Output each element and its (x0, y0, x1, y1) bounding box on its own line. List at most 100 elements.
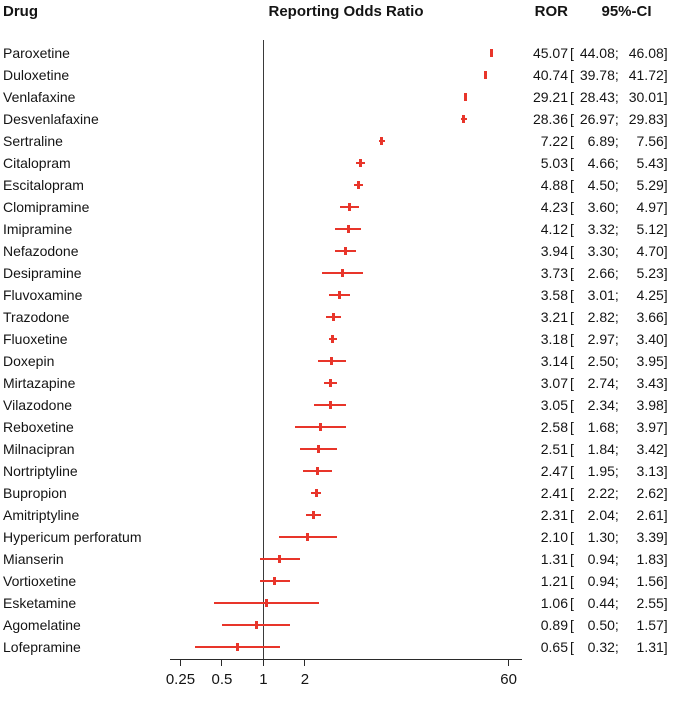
drug-label: Vilazodone (3, 397, 73, 413)
ci-value: [3.60; 4.97] (568, 196, 685, 218)
ci-value: [1.84; 3.42] (568, 438, 685, 460)
drug-label: Desipramine (3, 265, 82, 281)
ci-upper-value: 3.42 (636, 441, 664, 457)
table-row: Escitalopram 4.88 [4.50; 5.29] (0, 174, 685, 196)
ci-open-bracket: [ (570, 287, 574, 303)
ci-upper-value: 2.55 (636, 595, 664, 611)
ci-lower-value: 0.32 (587, 639, 615, 655)
table-row: Esketamine 1.06 [0.44; 2.55] (0, 592, 685, 614)
ci-open-bracket: [ (570, 485, 574, 501)
drug-label: Lofepramine (3, 639, 81, 655)
ci-upper-value: 41.72 (628, 67, 664, 83)
ci-upper-value: 3.39 (636, 529, 664, 545)
point-estimate-marker (278, 555, 282, 563)
table-row: Lofepramine 0.65 [0.32; 1.31] (0, 636, 685, 658)
ci-open-bracket: [ (570, 397, 574, 413)
table-row: Hypericum perforatum 2.10 [1.30; 3.39] (0, 526, 685, 548)
ci-separator: ; (614, 111, 619, 127)
ci-separator: ; (614, 67, 619, 83)
point-estimate-marker (273, 577, 277, 585)
ror-value: 0.89 (540, 617, 568, 633)
drug-label: Mirtazapine (3, 375, 76, 391)
ci-lower-value: 2.34 (587, 397, 615, 413)
point-estimate-marker (316, 467, 320, 475)
ci-lower-value: 4.66 (587, 155, 615, 171)
drug-label: Desvenlafaxine (3, 111, 99, 127)
point-estimate-marker (483, 71, 487, 79)
ci-value: [3.30; 4.70] (568, 240, 685, 262)
point-estimate-marker (338, 291, 342, 299)
ci-upper-value: 29.83 (628, 111, 664, 127)
ror-value: 2.41 (540, 485, 568, 501)
ror-value: 2.47 (540, 463, 568, 479)
ci-plot (170, 636, 522, 658)
ci-plot (170, 328, 522, 350)
point-estimate-marker (314, 489, 318, 497)
ci-lower-value: 1.68 (587, 419, 615, 435)
ci-upper-value: 3.13 (636, 463, 664, 479)
ci-separator: ; (614, 463, 619, 479)
ci-separator: ; (614, 441, 619, 457)
ci-close-bracket: ] (663, 485, 668, 501)
ci-lower-value: 0.44 (587, 595, 615, 611)
table-row: Citalopram 5.03 [4.66; 5.43] (0, 152, 685, 174)
ci-open-bracket: [ (570, 595, 574, 611)
ci-separator: ; (614, 199, 619, 215)
ror-value: 0.65 (540, 639, 568, 655)
ci-upper-value: 5.12 (636, 221, 664, 237)
ci-separator: ; (614, 45, 619, 61)
point-estimate-marker (462, 115, 466, 123)
table-row: Fluoxetine 3.18 [2.97; 3.40] (0, 328, 685, 350)
ror-value: 45.07 (532, 45, 568, 61)
ci-plot (170, 614, 522, 636)
ci-close-bracket: ] (663, 89, 668, 105)
ci-separator: ; (614, 573, 619, 589)
table-row: Vortioxetine 1.21 [0.94; 1.56] (0, 570, 685, 592)
ci-upper-value: 3.98 (636, 397, 664, 413)
ci-value: [1.30; 3.39] (568, 526, 685, 548)
ci-plot (170, 196, 522, 218)
ci-close-bracket: ] (663, 133, 668, 149)
table-row: Mianserin 1.31 [0.94; 1.83] (0, 548, 685, 570)
point-estimate-marker (356, 181, 360, 189)
ci-value: [39.78; 41.72] (568, 64, 685, 86)
ci-lower-value: 3.30 (587, 243, 615, 259)
table-row: Doxepin 3.14 [2.50; 3.95] (0, 350, 685, 372)
ci-close-bracket: ] (663, 375, 668, 391)
ci-value: [3.01; 4.25] (568, 284, 685, 306)
ci-lower-value: 28.43 (579, 89, 615, 105)
point-estimate-marker (236, 643, 240, 651)
point-estimate-marker (317, 445, 321, 453)
ci-value: [2.50; 3.95] (568, 350, 685, 372)
ci-plot (170, 130, 522, 152)
ci-value: [1.68; 3.97] (568, 416, 685, 438)
ci-close-bracket: ] (663, 639, 668, 655)
ci-close-bracket: ] (663, 463, 668, 479)
header-drug: Drug (3, 3, 38, 20)
ror-value: 5.03 (540, 155, 568, 171)
ci-separator: ; (614, 221, 619, 237)
ci-separator: ; (614, 155, 619, 171)
axis-tick (508, 659, 510, 666)
ror-value: 3.21 (540, 309, 568, 325)
ci-separator: ; (614, 419, 619, 435)
drug-label: Bupropion (3, 485, 67, 501)
ci-open-bracket: [ (570, 419, 574, 435)
ci-open-bracket: [ (570, 573, 574, 589)
drug-label: Citalopram (3, 155, 71, 171)
ci-upper-value: 3.95 (636, 353, 664, 369)
ci-plot (170, 570, 522, 592)
ci-lower-value: 0.50 (587, 617, 615, 633)
ci-open-bracket: [ (570, 639, 574, 655)
axis-tick-label: 0.25 (165, 671, 196, 688)
ci-close-bracket: ] (663, 265, 668, 281)
ci-close-bracket: ] (663, 199, 668, 215)
ror-value: 2.31 (540, 507, 568, 523)
ror-value: 40.74 (532, 67, 568, 83)
ror-value: 1.31 (540, 551, 568, 567)
ci-value: [2.22; 2.62] (568, 482, 685, 504)
ci-value: [2.97; 3.40] (568, 328, 685, 350)
ci-upper-value: 1.83 (636, 551, 664, 567)
point-estimate-marker (331, 313, 335, 321)
ci-plot (170, 306, 522, 328)
